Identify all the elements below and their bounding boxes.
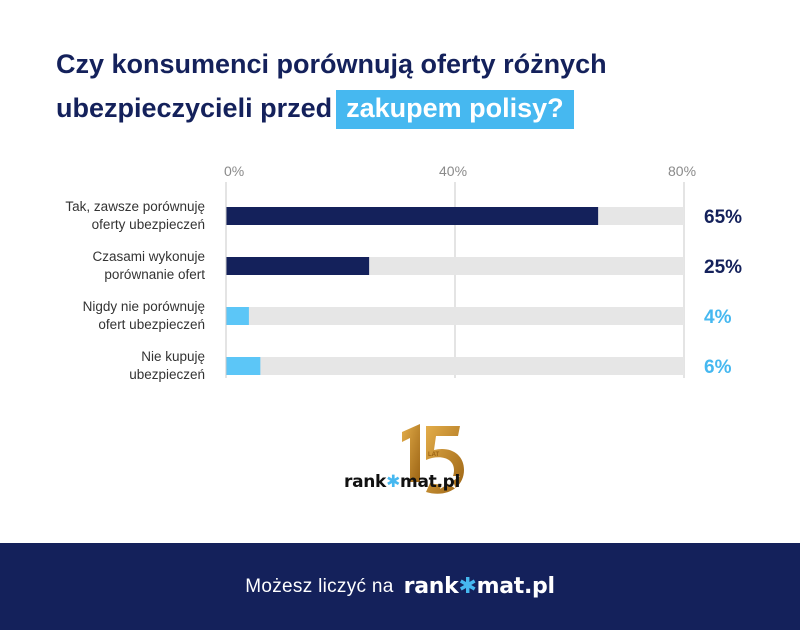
category-label: Czasami wykonuje xyxy=(92,249,205,264)
logo-wordmark-left: rank xyxy=(344,472,387,492)
value-label: 65% xyxy=(704,207,742,228)
logo-wordmark-right: mat.pl xyxy=(400,472,460,492)
category-label: Nigdy nie porównuję xyxy=(83,299,205,314)
category-label: porównanie ofert xyxy=(104,267,205,282)
x-tick-label: 80% xyxy=(668,163,696,179)
category-label: oferty ubezpieczeń xyxy=(92,217,205,232)
title-line-2-text: ubezpieczycieli przed xyxy=(56,93,333,123)
chart-title: Czy konsumenci porównują oferty różnych … xyxy=(56,42,756,130)
footer-brand-right: mat.pl xyxy=(476,574,555,599)
bar xyxy=(226,307,249,325)
bar-track xyxy=(226,307,684,325)
footer-banner: Możesz liczyć na rank✱mat.pl xyxy=(0,543,800,630)
footer-brand-left: rank xyxy=(403,574,459,599)
title-highlight: zakupem polisy? xyxy=(336,90,574,129)
footer-star-icon: ✱ xyxy=(458,574,477,599)
footer-text: Możesz liczyć na xyxy=(245,575,394,597)
rankomat-15-lat-logo: LAT rank✱mat.pl xyxy=(330,420,480,510)
value-label: 6% xyxy=(704,357,732,378)
x-tick-label: 40% xyxy=(439,163,467,179)
bar-chart: 0% 40% 80% Tak, zawsze porównuję oferty ubez… xyxy=(65,163,742,382)
logo-wordmark: rank✱mat.pl xyxy=(344,472,460,492)
bar xyxy=(226,257,370,275)
footer-brand-logo[interactable]: rank✱mat.pl xyxy=(404,574,555,599)
value-label: 4% xyxy=(704,307,732,328)
logo-star-icon: ✱ xyxy=(386,472,401,492)
category-label: Nie kupuję xyxy=(141,349,205,364)
title-line-1: Czy konsumenci porównują oferty różnych xyxy=(56,49,607,79)
x-tick-label: 0% xyxy=(224,163,244,179)
title-line-2: ubezpieczycieli przed zakupem polisy? xyxy=(56,86,756,130)
anniversary-sub-label: LAT xyxy=(428,452,440,458)
category-label: ofert ubezpieczeń xyxy=(98,317,205,332)
category-label: Tak, zawsze porównuję xyxy=(65,199,205,214)
anniversary-15-emblem: LAT xyxy=(402,424,464,494)
category-label: ubezpieczeń xyxy=(129,367,205,382)
value-label: 25% xyxy=(704,257,742,278)
bar xyxy=(226,207,599,225)
bar-track xyxy=(226,357,684,375)
bar xyxy=(226,357,261,375)
